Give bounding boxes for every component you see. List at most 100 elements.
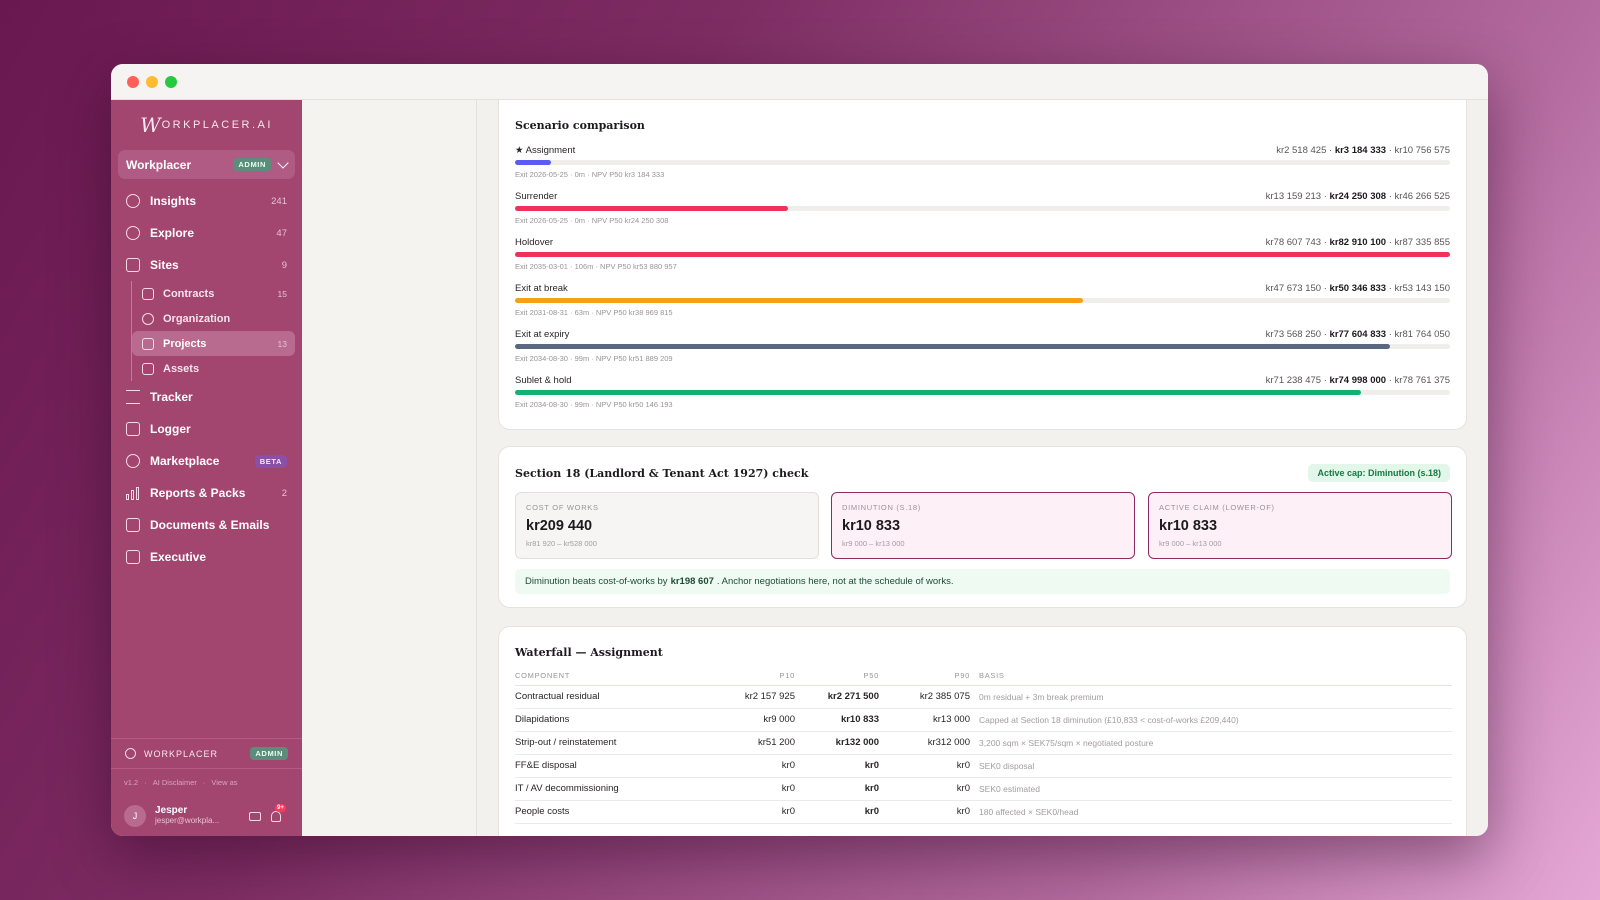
cell-basis: SEK0 disposal (979, 754, 1452, 778)
cell-p10: kr0 (710, 777, 804, 801)
subnav-item-assets[interactable]: Assets (132, 356, 295, 381)
subnav-count: 13 (277, 338, 287, 349)
nav-item-logger[interactable]: Logger (111, 413, 302, 445)
cell-p50: kr10 833 (804, 708, 888, 732)
scenario-header: ★ Assignment kr2 518 425 · kr3 184 333 · … (515, 144, 1450, 156)
workspace-selector[interactable]: Workplacer ADMIN (118, 150, 295, 179)
sidebar-meta: v1.2 · AI Disclaimer · View as (111, 768, 302, 796)
table-row: Contractual residual kr2 157 925 kr2 271 5… (515, 685, 1452, 709)
cell-p50: kr0 (804, 754, 888, 778)
scenario-values: kr71 238 475 · kr74 998 000 · kr78 761 3… (1265, 374, 1450, 386)
maximize-window-button[interactable] (165, 76, 177, 88)
user-profile[interactable]: J Jesper jesper@workpla... 9+ (111, 796, 302, 836)
nav-count: 241 (271, 195, 287, 207)
compass-icon (126, 454, 140, 468)
kpi-range: kr9 000 – kr13 000 (842, 539, 905, 548)
scenario-values: kr2 518 425 · kr3 184 333 · kr10 756 575 (1276, 144, 1450, 156)
kpi-label: DIMINUTION (S.18) (842, 503, 921, 512)
scenario-bar (515, 160, 551, 165)
lightbulb-icon (126, 194, 140, 208)
nav-item-sites[interactable]: Sites 9 (111, 249, 302, 281)
cell-p10: kr9 000 (710, 708, 804, 732)
building-icon (126, 258, 140, 272)
subnav-item-projects[interactable]: Projects 13 (132, 331, 295, 356)
kpi-range: kr81 920 – kr528 000 (526, 539, 597, 548)
main-nav: Insights 241 Explore 47 Sites 9 Contract… (111, 185, 302, 573)
scenario-detail: Exit 2026-05-25 · 0m · NPV P50 kr3 184 3… (515, 170, 665, 179)
view-as-link[interactable]: View as (211, 778, 238, 787)
kpi-diminution: DIMINUTION (S.18) kr10 833 kr9 000 – kr1… (831, 492, 1135, 559)
scenario-name: Surrender (515, 190, 558, 202)
cell-component: Strip-out / reinstatement (515, 731, 710, 755)
nav-label: Insights (150, 194, 197, 208)
scenario-detail: Exit 2034-08-30 · 99m · NPV P50 kr50 146… (515, 400, 673, 409)
nav-label: Reports & Packs (150, 486, 246, 500)
subnav-item-organization[interactable]: Organization (132, 306, 295, 331)
scenario-p50: kr3 184 333 (1334, 144, 1387, 156)
scenario-name: Exit at expiry (515, 328, 570, 340)
book-icon (126, 518, 140, 532)
scenario-header: Holdover kr78 607 743 · kr82 910 100 · kr… (515, 236, 1450, 248)
scenario-p10: kr71 238 475 (1265, 374, 1322, 386)
nav-item-documents[interactable]: Documents & Emails (111, 509, 302, 541)
scenario-header: Sublet & hold kr71 238 475 · kr74 998 000… (515, 374, 1450, 386)
scenario-detail: Exit 2035-03-01 · 106m · NPV P50 kr53 88… (515, 262, 677, 271)
col-header-p50: P50 (804, 667, 888, 686)
sites-subnav: Contracts 15 Organization Projects 13 As… (131, 281, 302, 381)
list-icon (126, 390, 140, 404)
kpi-range: kr9 000 – kr13 000 (1159, 539, 1222, 548)
folder-icon (142, 337, 154, 350)
file-icon (142, 287, 154, 300)
subnav-item-contracts[interactable]: Contracts 15 (132, 281, 295, 306)
nav-label: Executive (150, 550, 207, 564)
user-email: jesper@workpla... (155, 816, 220, 825)
cell-basis: SEK0 estimated (979, 777, 1452, 801)
scenario-p10: kr47 673 150 (1265, 282, 1322, 294)
cell-p90: kr312 000 (888, 731, 979, 755)
nav-item-executive[interactable]: Executive (111, 541, 302, 573)
scenario-header: Exit at expiry kr73 568 250 · kr77 604 83… (515, 328, 1450, 340)
scenario-row: ★ Assignment kr2 518 425 · kr3 184 333 · … (515, 144, 1450, 184)
waterfall-card: Waterfall — Assignment COMPONENT P10 P50… (498, 626, 1467, 836)
nav-item-tracker[interactable]: Tracker (111, 381, 302, 413)
kpi-label: ACTIVE CLAIM (LOWER-OF) (1159, 503, 1275, 512)
bell-icon[interactable]: 9+ (271, 803, 286, 822)
nav-item-reports[interactable]: Reports & Packs 2 (111, 477, 302, 509)
admin-badge: ADMIN (250, 747, 288, 760)
col-header-component: COMPONENT (515, 667, 710, 686)
cell-p10: kr51 200 (710, 731, 804, 755)
nav-item-insights[interactable]: Insights 241 (111, 185, 302, 217)
beta-badge: BETA (254, 454, 287, 468)
nav-count: 9 (281, 259, 287, 271)
sidebar: W ORKPLACER.AI Workplacer ADMIN Insights … (111, 100, 302, 836)
logo[interactable]: W ORKPLACER.AI (111, 100, 302, 150)
subnav-label: Assets (163, 362, 200, 375)
mail-icon[interactable] (249, 811, 261, 821)
minimize-window-button[interactable] (146, 76, 158, 88)
title-bar (111, 64, 1488, 100)
scenario-p10: kr2 518 425 (1276, 144, 1327, 156)
ai-disclaimer-link[interactable]: AI Disclaimer (152, 778, 197, 787)
diminution-note: Diminution beats cost-of-works by kr198 … (515, 569, 1450, 594)
workspace-label: WORKPLACER (144, 748, 219, 759)
scenario-p90: kr10 756 575 (1394, 144, 1450, 156)
nav-item-marketplace[interactable]: Marketplace BETA (111, 445, 302, 477)
scenario-track (515, 252, 1450, 257)
compass-icon (126, 226, 140, 240)
nav-count: 2 (281, 487, 287, 499)
scenario-track (515, 344, 1450, 349)
workspace-settings[interactable]: WORKPLACER ADMIN (111, 738, 302, 768)
nav-item-explore[interactable]: Explore 47 (111, 217, 302, 249)
kpi-cost-of-works: COST OF WORKS kr209 440 kr81 920 – kr528… (515, 492, 819, 559)
secondary-pane (302, 100, 477, 836)
nav-label: Marketplace (150, 454, 220, 468)
users-icon (142, 312, 154, 325)
cell-component: People costs (515, 800, 710, 824)
cell-p90: kr0 (888, 777, 979, 801)
scenario-track (515, 298, 1450, 303)
table-row: People costs kr0 kr0 kr0 180 affected × SEK0… (515, 800, 1452, 824)
scenario-name: ★ Assignment (515, 144, 576, 156)
close-window-button[interactable] (127, 76, 139, 88)
user-name: Jesper (155, 805, 188, 816)
scenario-p90: kr81 764 050 (1394, 328, 1450, 340)
